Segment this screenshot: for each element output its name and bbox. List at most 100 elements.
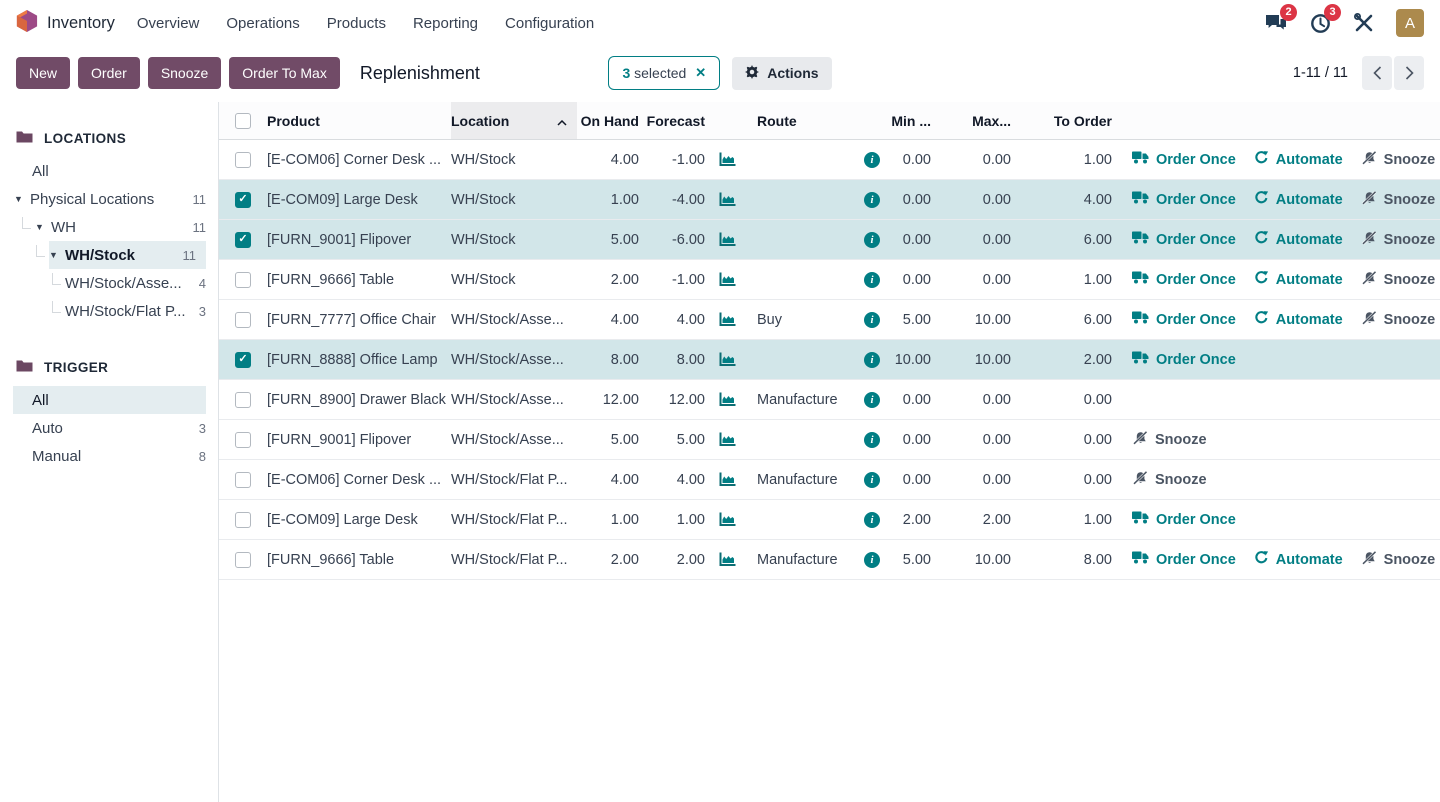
- column-header-location[interactable]: Location: [451, 102, 577, 139]
- order-once-button[interactable]: Order Once: [1132, 511, 1236, 528]
- row-checkbox[interactable]: [235, 551, 251, 568]
- menu-operations[interactable]: Operations: [226, 14, 300, 32]
- order-once-button[interactable]: Order Once: [1132, 551, 1236, 568]
- select-all-checkbox[interactable]: [235, 112, 251, 129]
- product-cell[interactable]: [FURN_7777] Office Chair: [267, 311, 436, 328]
- row-checkbox[interactable]: [235, 511, 251, 528]
- info-icon[interactable]: i: [864, 431, 880, 448]
- forecast-graph-icon[interactable]: [709, 512, 745, 527]
- product-cell[interactable]: [FURN_9666] Table: [267, 551, 395, 568]
- product-cell[interactable]: [E-COM09] Large Desk: [267, 511, 418, 528]
- product-cell[interactable]: [E-COM09] Large Desk: [267, 191, 418, 208]
- order-once-button[interactable]: Order Once: [1132, 271, 1236, 288]
- product-cell[interactable]: [FURN_9001] Flipover: [267, 231, 412, 248]
- product-cell[interactable]: [E-COM06] Corner Desk ...: [267, 151, 442, 168]
- caret-down-icon[interactable]: ▼: [35, 222, 44, 232]
- row-checkbox[interactable]: [235, 351, 251, 368]
- actions-button[interactable]: Actions: [732, 56, 832, 90]
- location-filter-wh[interactable]: ▼ WH 11: [0, 213, 218, 241]
- caret-down-icon[interactable]: ▼: [14, 194, 23, 204]
- user-avatar[interactable]: A: [1396, 9, 1424, 37]
- product-cell[interactable]: [FURN_8888] Office Lamp: [267, 351, 438, 368]
- forecast-graph-icon[interactable]: [709, 312, 745, 327]
- caret-down-icon[interactable]: ▼: [49, 250, 58, 260]
- info-icon[interactable]: i: [864, 351, 880, 368]
- row-checkbox[interactable]: [235, 471, 251, 488]
- pager-previous-button[interactable]: [1362, 56, 1392, 90]
- row-checkbox[interactable]: [235, 191, 251, 208]
- automate-button[interactable]: Automate: [1254, 150, 1343, 169]
- order-button[interactable]: Order: [78, 57, 140, 89]
- trigger-filter-manual[interactable]: Manual 8: [32, 447, 206, 465]
- forecast-graph-icon[interactable]: [709, 392, 745, 407]
- column-header-min[interactable]: Min ...: [891, 112, 931, 129]
- order-once-button[interactable]: Order Once: [1132, 351, 1236, 368]
- snooze-button[interactable]: Snooze: [1132, 430, 1207, 449]
- row-checkbox[interactable]: [235, 311, 251, 328]
- snooze-button[interactable]: Snooze: [1361, 270, 1435, 289]
- forecast-graph-icon[interactable]: [709, 472, 745, 487]
- location-filter-wh-stock-flat[interactable]: WH/Stock/Flat P... 3: [0, 297, 218, 325]
- menu-configuration[interactable]: Configuration: [505, 14, 595, 32]
- messages-icon[interactable]: 2: [1264, 4, 1297, 35]
- snooze-button[interactable]: Snooze: [1361, 150, 1435, 169]
- row-checkbox[interactable]: [235, 151, 251, 168]
- info-icon[interactable]: i: [864, 391, 880, 408]
- column-header-route[interactable]: Route: [757, 112, 797, 129]
- trigger-filter-auto[interactable]: Auto 3: [32, 419, 206, 437]
- forecast-graph-icon[interactable]: [709, 152, 745, 167]
- column-header-forecast[interactable]: Forecast: [646, 112, 705, 129]
- info-icon[interactable]: i: [864, 471, 880, 488]
- column-header-product[interactable]: Product: [267, 112, 320, 129]
- location-filter-all[interactable]: All: [32, 162, 49, 180]
- column-header-on-hand[interactable]: On Hand: [580, 112, 639, 129]
- app-brand[interactable]: Inventory: [16, 9, 115, 38]
- menu-products[interactable]: Products: [326, 14, 386, 32]
- order-to-max-button[interactable]: Order To Max: [229, 57, 340, 89]
- product-cell[interactable]: [FURN_9001] Flipover: [267, 431, 412, 448]
- snooze-button[interactable]: Snooze: [1361, 310, 1435, 329]
- forecast-graph-icon[interactable]: [709, 272, 745, 287]
- forecast-graph-icon[interactable]: [709, 232, 745, 247]
- automate-button[interactable]: Automate: [1254, 310, 1343, 329]
- forecast-graph-icon[interactable]: [709, 552, 745, 567]
- info-icon[interactable]: i: [864, 151, 880, 168]
- menu-reporting[interactable]: Reporting: [412, 14, 479, 32]
- forecast-graph-icon[interactable]: [709, 352, 745, 367]
- info-icon[interactable]: i: [864, 551, 880, 568]
- forecast-graph-icon[interactable]: [709, 192, 745, 207]
- order-once-button[interactable]: Order Once: [1132, 151, 1236, 168]
- product-cell[interactable]: [FURN_8900] Drawer Black: [267, 391, 446, 408]
- info-icon[interactable]: i: [864, 191, 880, 208]
- menu-overview[interactable]: Overview: [136, 14, 200, 32]
- info-icon[interactable]: i: [864, 511, 880, 528]
- automate-button[interactable]: Automate: [1254, 550, 1343, 569]
- order-once-button[interactable]: Order Once: [1132, 311, 1236, 328]
- pager-next-button[interactable]: [1394, 56, 1424, 90]
- snooze-button[interactable]: Snooze: [1132, 470, 1207, 489]
- clear-selection-icon[interactable]: ✕: [695, 65, 707, 80]
- row-checkbox[interactable]: [235, 271, 251, 288]
- snooze-button[interactable]: Snooze: [1361, 190, 1435, 209]
- product-cell[interactable]: [E-COM06] Corner Desk ...: [267, 471, 442, 488]
- location-filter-physical-locations[interactable]: ▼ Physical Locations 11: [14, 190, 206, 208]
- order-once-button[interactable]: Order Once: [1132, 231, 1236, 248]
- row-checkbox[interactable]: [235, 431, 251, 448]
- location-filter-wh-stock[interactable]: ▼ WH/Stock 11: [0, 241, 218, 269]
- snooze-button[interactable]: Snooze: [1361, 230, 1435, 249]
- row-checkbox[interactable]: [235, 391, 251, 408]
- new-button[interactable]: New: [16, 57, 71, 89]
- forecast-graph-icon[interactable]: [709, 432, 745, 447]
- activities-icon[interactable]: 3: [1308, 4, 1341, 35]
- column-header-max[interactable]: Max...: [972, 112, 1011, 129]
- product-cell[interactable]: [FURN_9666] Table: [267, 271, 395, 288]
- location-filter-wh-stock-asse[interactable]: WH/Stock/Asse... 4: [0, 269, 218, 297]
- trigger-filter-all[interactable]: All: [0, 386, 218, 414]
- automate-button[interactable]: Automate: [1254, 230, 1343, 249]
- tools-icon[interactable]: [1352, 11, 1376, 35]
- order-once-button[interactable]: Order Once: [1132, 191, 1236, 208]
- snooze-button[interactable]: Snooze: [1361, 550, 1435, 569]
- row-checkbox[interactable]: [235, 231, 251, 248]
- info-icon[interactable]: i: [864, 231, 880, 248]
- info-icon[interactable]: i: [864, 271, 880, 288]
